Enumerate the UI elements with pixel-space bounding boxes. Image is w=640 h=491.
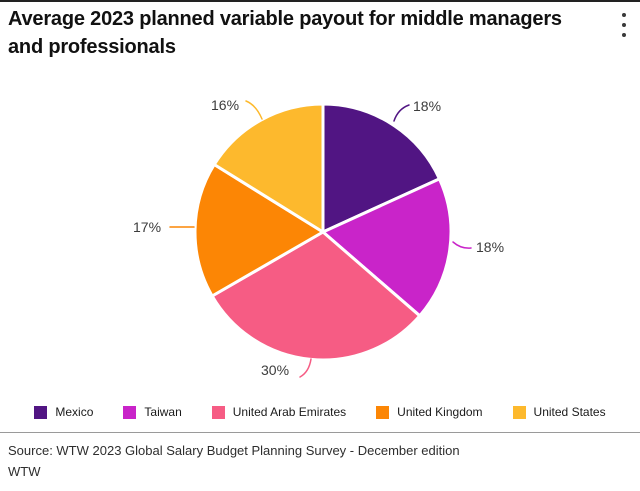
- pie-slice-taiwan[interactable]: [321, 177, 453, 318]
- legend-item-united-states[interactable]: United States: [512, 405, 606, 419]
- slice-value-label-taiwan: 18%: [476, 239, 505, 255]
- chart-legend: Mexico Taiwan United Arab Emirates Unite…: [0, 405, 640, 419]
- slice-value-label-united-kingdom: 17%: [133, 219, 162, 235]
- legend-label: Taiwan: [144, 405, 182, 419]
- legend-label: United States: [533, 405, 606, 419]
- leader-line-taiwan: [452, 241, 472, 249]
- legend-item-united-arab-emirates[interactable]: United Arab Emirates: [211, 405, 347, 419]
- slice-value-label-mexico: 18%: [413, 98, 442, 114]
- leader-line-united-states: [245, 100, 263, 120]
- source-text: Source: WTW 2023 Global Salary Budget Pl…: [8, 443, 460, 458]
- slice-value-label-united-states: 16%: [211, 97, 240, 113]
- legend-swatch-united-arab-emirates: [211, 405, 225, 419]
- slice-value-label-united-arab-emirates: 30%: [261, 362, 290, 378]
- kebab-dot: [622, 33, 626, 37]
- legend-label: Mexico: [55, 405, 94, 419]
- legend-swatch-united-states: [512, 405, 526, 419]
- chart-title: Average 2023 planned variable payout for…: [8, 8, 562, 58]
- footer-divider: [0, 432, 640, 433]
- legend-swatch-taiwan: [123, 405, 137, 419]
- leader-line-mexico: [393, 104, 410, 122]
- kebab-menu-icon[interactable]: [617, 13, 631, 37]
- legend-item-mexico[interactable]: Mexico: [34, 405, 93, 419]
- pie-slice-united-states[interactable]: [212, 102, 325, 234]
- legend-label: United Kingdom: [397, 405, 483, 419]
- legend-label: United Arab Emirates: [232, 405, 347, 419]
- legend-swatch-mexico: [34, 405, 48, 419]
- pie-slice-united-kingdom[interactable]: [193, 163, 325, 298]
- kebab-dot: [622, 13, 626, 17]
- kebab-dot: [622, 23, 626, 27]
- legend-item-united-kingdom[interactable]: United Kingdom: [376, 405, 483, 419]
- legend-swatch-united-kingdom: [376, 405, 390, 419]
- legend-item-taiwan[interactable]: Taiwan: [123, 405, 182, 419]
- leader-line-united-arab-emirates: [299, 358, 312, 378]
- attribution-text: WTW: [8, 464, 41, 479]
- pie-slice-mexico[interactable]: [321, 102, 441, 234]
